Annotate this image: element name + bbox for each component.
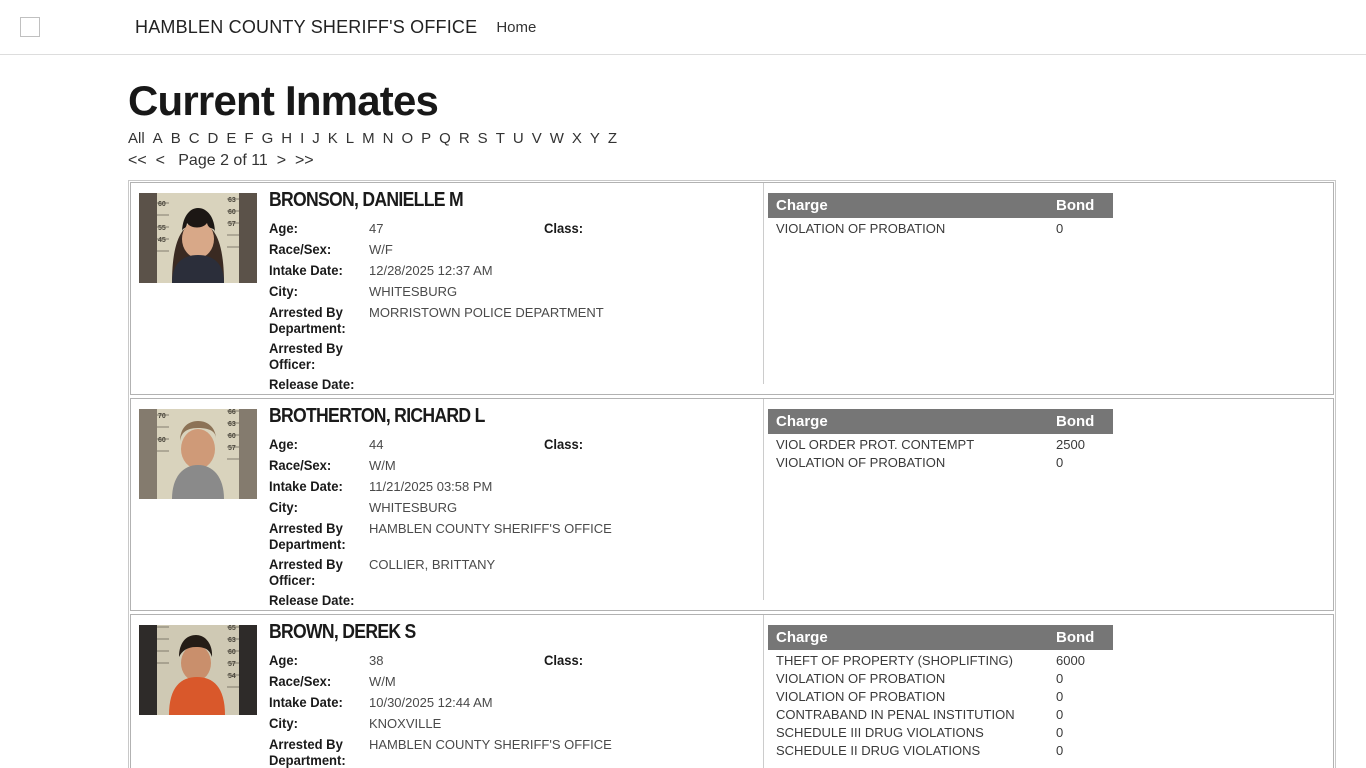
svg-text:60: 60 (158, 437, 166, 444)
svg-text:60: 60 (228, 649, 236, 656)
svg-text:60: 60 (158, 201, 166, 208)
svg-text:63: 63 (228, 637, 236, 644)
svg-text:55: 55 (158, 225, 166, 232)
svg-text:57: 57 (228, 661, 236, 668)
svg-text:54: 54 (228, 673, 236, 680)
svg-text:57: 57 (228, 445, 236, 452)
svg-text:60: 60 (228, 433, 236, 440)
svg-text:60: 60 (228, 209, 236, 216)
svg-text:63: 63 (228, 421, 236, 428)
svg-text:65: 65 (228, 625, 236, 632)
svg-text:66: 66 (228, 409, 236, 416)
svg-text:63: 63 (228, 197, 236, 204)
svg-text:57: 57 (228, 221, 236, 228)
svg-text:45: 45 (158, 237, 166, 244)
svg-text:70: 70 (158, 413, 166, 420)
